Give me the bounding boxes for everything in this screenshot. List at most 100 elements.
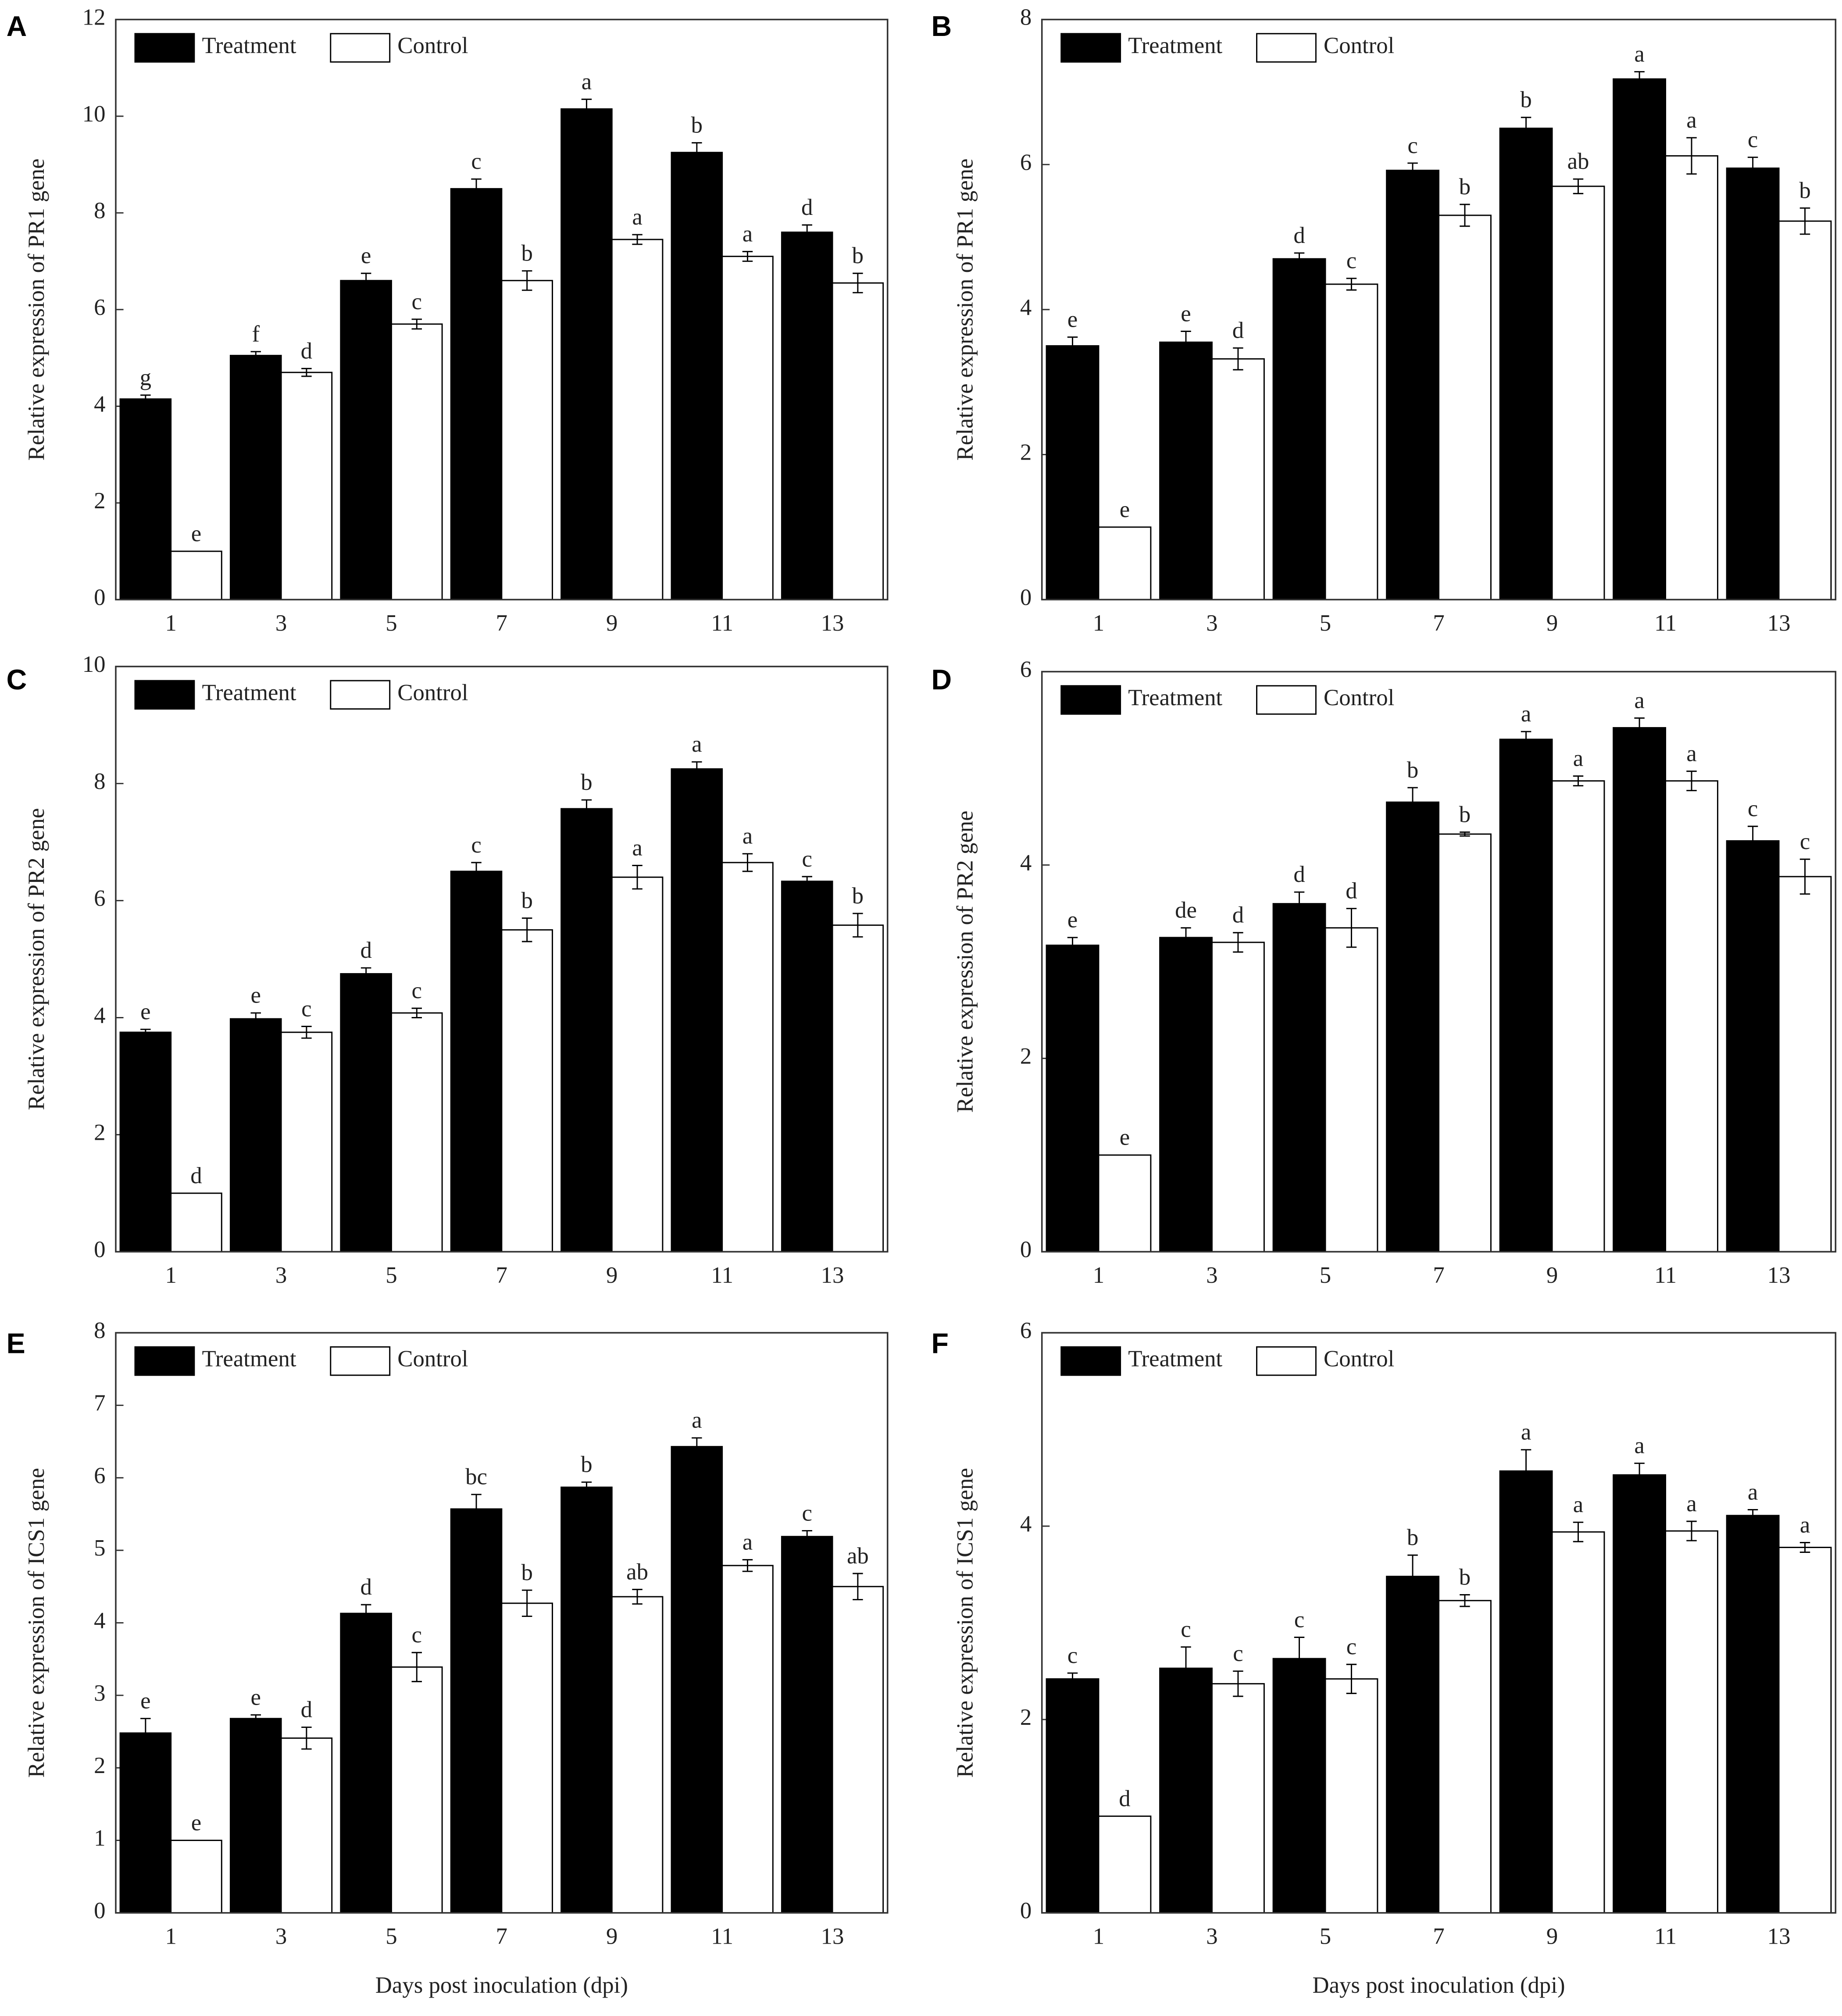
x-axis-label: Days post inoculation (dpi) bbox=[1312, 1973, 1565, 1998]
significance-letter: a bbox=[692, 731, 702, 757]
bar bbox=[1324, 927, 1378, 1252]
significance-letter: b bbox=[1520, 87, 1531, 113]
x-tick-label: 7 bbox=[496, 610, 507, 636]
legend-swatch bbox=[330, 680, 391, 710]
legend-label: Treatment bbox=[202, 33, 296, 58]
x-tick-label: 13 bbox=[1767, 1263, 1791, 1288]
significance-letter: d bbox=[1119, 1786, 1130, 1811]
bar bbox=[501, 280, 553, 600]
bar bbox=[560, 808, 613, 1252]
panel-label: C bbox=[7, 664, 27, 696]
error-bar bbox=[1346, 1663, 1357, 1694]
bar bbox=[1211, 942, 1265, 1252]
bar bbox=[611, 239, 664, 600]
x-tick-label: 5 bbox=[386, 1924, 397, 1949]
y-tick-label: 0 bbox=[1020, 1237, 1032, 1262]
error-bar bbox=[742, 1559, 753, 1572]
bar bbox=[1098, 1154, 1152, 1252]
significance-letter: c bbox=[471, 832, 481, 858]
significance-letter: c bbox=[301, 996, 311, 1021]
legend-label: Treatment bbox=[1128, 685, 1222, 710]
bar bbox=[1324, 283, 1378, 600]
y-tick-label: 10 bbox=[82, 652, 106, 677]
y-tick-label: 2 bbox=[94, 1120, 105, 1145]
y-axis-label: Relative expression of PR1 gene bbox=[24, 158, 49, 460]
significance-letter: a bbox=[632, 204, 642, 230]
x-tick-label: 5 bbox=[1320, 1263, 1331, 1288]
significance-letter: d bbox=[1293, 862, 1305, 887]
y-tick-label: 0 bbox=[94, 1237, 105, 1262]
error-bar bbox=[692, 1437, 702, 1456]
significance-letter: a bbox=[1573, 1492, 1583, 1517]
bar bbox=[1272, 258, 1326, 600]
bar bbox=[1159, 341, 1213, 600]
significance-letter: a bbox=[1521, 1420, 1531, 1445]
legend-label: Treatment bbox=[202, 1346, 296, 1372]
y-axis-label: Relative expression of PR2 gene bbox=[24, 808, 49, 1110]
error-bar bbox=[361, 1604, 371, 1623]
bar bbox=[781, 232, 833, 600]
error-bar bbox=[1573, 178, 1584, 194]
significance-letter: b bbox=[521, 888, 532, 913]
error-bar bbox=[1407, 1554, 1418, 1599]
plot-frame bbox=[115, 18, 889, 601]
bar bbox=[1778, 1547, 1832, 1914]
error-bar bbox=[1294, 252, 1305, 265]
x-tick-label: 11 bbox=[1654, 1924, 1677, 1949]
x-tick-label: 7 bbox=[1433, 1263, 1444, 1288]
bar bbox=[229, 355, 282, 600]
error-bar bbox=[853, 1573, 863, 1601]
significance-letter: a bbox=[1686, 107, 1696, 133]
y-tick-label: 8 bbox=[94, 198, 105, 224]
legend-label: Control bbox=[397, 33, 468, 58]
error-bar bbox=[632, 234, 643, 245]
bar bbox=[781, 1536, 833, 1914]
error-bar bbox=[853, 272, 863, 293]
y-tick-label: 4 bbox=[94, 1003, 105, 1028]
x-tick-label: 5 bbox=[1320, 1924, 1331, 1949]
bar bbox=[1499, 1470, 1553, 1914]
x-tick-label: 13 bbox=[821, 1924, 844, 1949]
x-tick-label: 1 bbox=[1093, 1263, 1104, 1288]
bar bbox=[1551, 780, 1605, 1252]
x-tick-label: 7 bbox=[1433, 1924, 1444, 1949]
error-bar bbox=[1181, 331, 1191, 354]
x-tick-label: 1 bbox=[165, 1924, 176, 1949]
legend-swatch bbox=[134, 680, 195, 710]
error-bar bbox=[1067, 336, 1078, 355]
y-tick-label: 2 bbox=[94, 488, 105, 514]
significance-letter: c bbox=[1346, 1634, 1357, 1659]
y-tick-label: 8 bbox=[1020, 5, 1032, 30]
bar bbox=[280, 371, 333, 600]
legend-label: Treatment bbox=[1128, 1346, 1222, 1372]
significance-letter: a bbox=[1634, 1433, 1644, 1459]
y-axis-label: Relative expression of ICS1 gene bbox=[24, 1468, 49, 1778]
bar bbox=[340, 1613, 392, 1914]
error-bar bbox=[1747, 1509, 1758, 1522]
bar bbox=[229, 1718, 282, 1914]
significance-letter: b bbox=[1799, 178, 1810, 203]
error-bar bbox=[301, 368, 312, 377]
bar bbox=[1211, 358, 1265, 600]
error-bar bbox=[632, 1588, 643, 1605]
y-tick-label: 7 bbox=[94, 1391, 105, 1416]
error-bar bbox=[140, 1718, 151, 1748]
significance-letter: c bbox=[802, 846, 812, 872]
legend-swatch bbox=[1060, 33, 1121, 63]
bar bbox=[1046, 1678, 1099, 1914]
bar bbox=[450, 188, 503, 600]
significance-letter: d bbox=[190, 1163, 202, 1188]
error-bar bbox=[471, 1494, 482, 1524]
bar bbox=[671, 152, 723, 600]
significance-letter: c bbox=[471, 149, 481, 174]
error-bar bbox=[1294, 891, 1305, 916]
bar bbox=[1272, 903, 1326, 1252]
error-bar bbox=[521, 917, 532, 942]
x-tick-label: 3 bbox=[275, 1263, 287, 1288]
bar bbox=[1613, 1474, 1667, 1914]
significance-letter: c bbox=[1294, 1607, 1304, 1632]
error-bar bbox=[1407, 787, 1418, 817]
bar bbox=[1386, 1576, 1439, 1914]
legend-label: Control bbox=[397, 680, 468, 705]
plot-frame bbox=[115, 1332, 889, 1914]
